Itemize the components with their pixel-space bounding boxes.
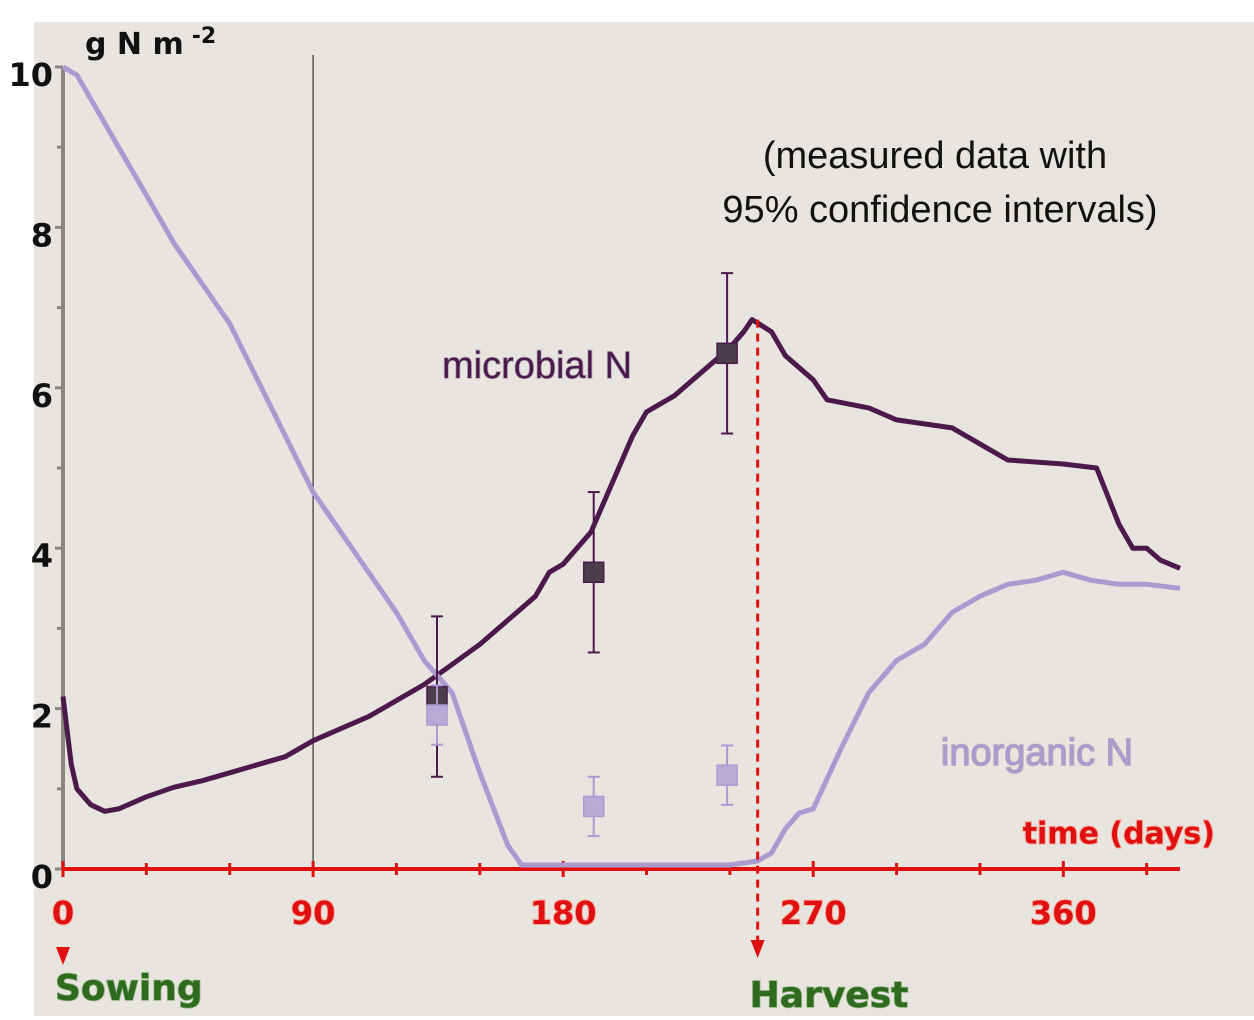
series-label: microbial N	[442, 345, 632, 387]
data-point	[426, 704, 448, 726]
event-label: Harvest	[750, 975, 909, 1016]
y-label-sup: -2	[192, 24, 216, 49]
data-point	[582, 795, 605, 818]
y-tick-label: 8	[31, 216, 53, 254]
data-point	[716, 342, 738, 365]
event-arrow	[56, 947, 70, 965]
x-axis-label: time (days)	[1023, 817, 1215, 852]
data-point	[716, 764, 738, 786]
x-tick-label: 0	[52, 894, 74, 932]
annotation: 95% confidence intervals)	[722, 189, 1157, 231]
y-axis-label: g N m -2	[85, 24, 216, 62]
data-point	[582, 561, 605, 584]
y-tick-label: 2	[31, 698, 53, 736]
event-label: Sowing	[55, 968, 203, 1009]
y-label-text: g N m	[85, 27, 184, 62]
series-label: inorganic N	[941, 732, 1133, 774]
annotation: (measured data with	[763, 135, 1107, 177]
x-tick-label: 270	[780, 894, 847, 932]
x-tick-label: 90	[291, 894, 336, 932]
series-line	[60, 317, 1181, 814]
series-line	[61, 64, 1181, 868]
x-tick-label: 180	[530, 894, 597, 932]
y-tick-label: 0	[31, 858, 53, 896]
y-tick-label: 10	[8, 56, 53, 94]
event-arrow	[750, 940, 765, 958]
y-tick-label: 4	[31, 537, 53, 575]
x-tick-label: 360	[1030, 894, 1097, 932]
y-tick-label: 6	[31, 377, 53, 415]
background	[34, 22, 1254, 1016]
